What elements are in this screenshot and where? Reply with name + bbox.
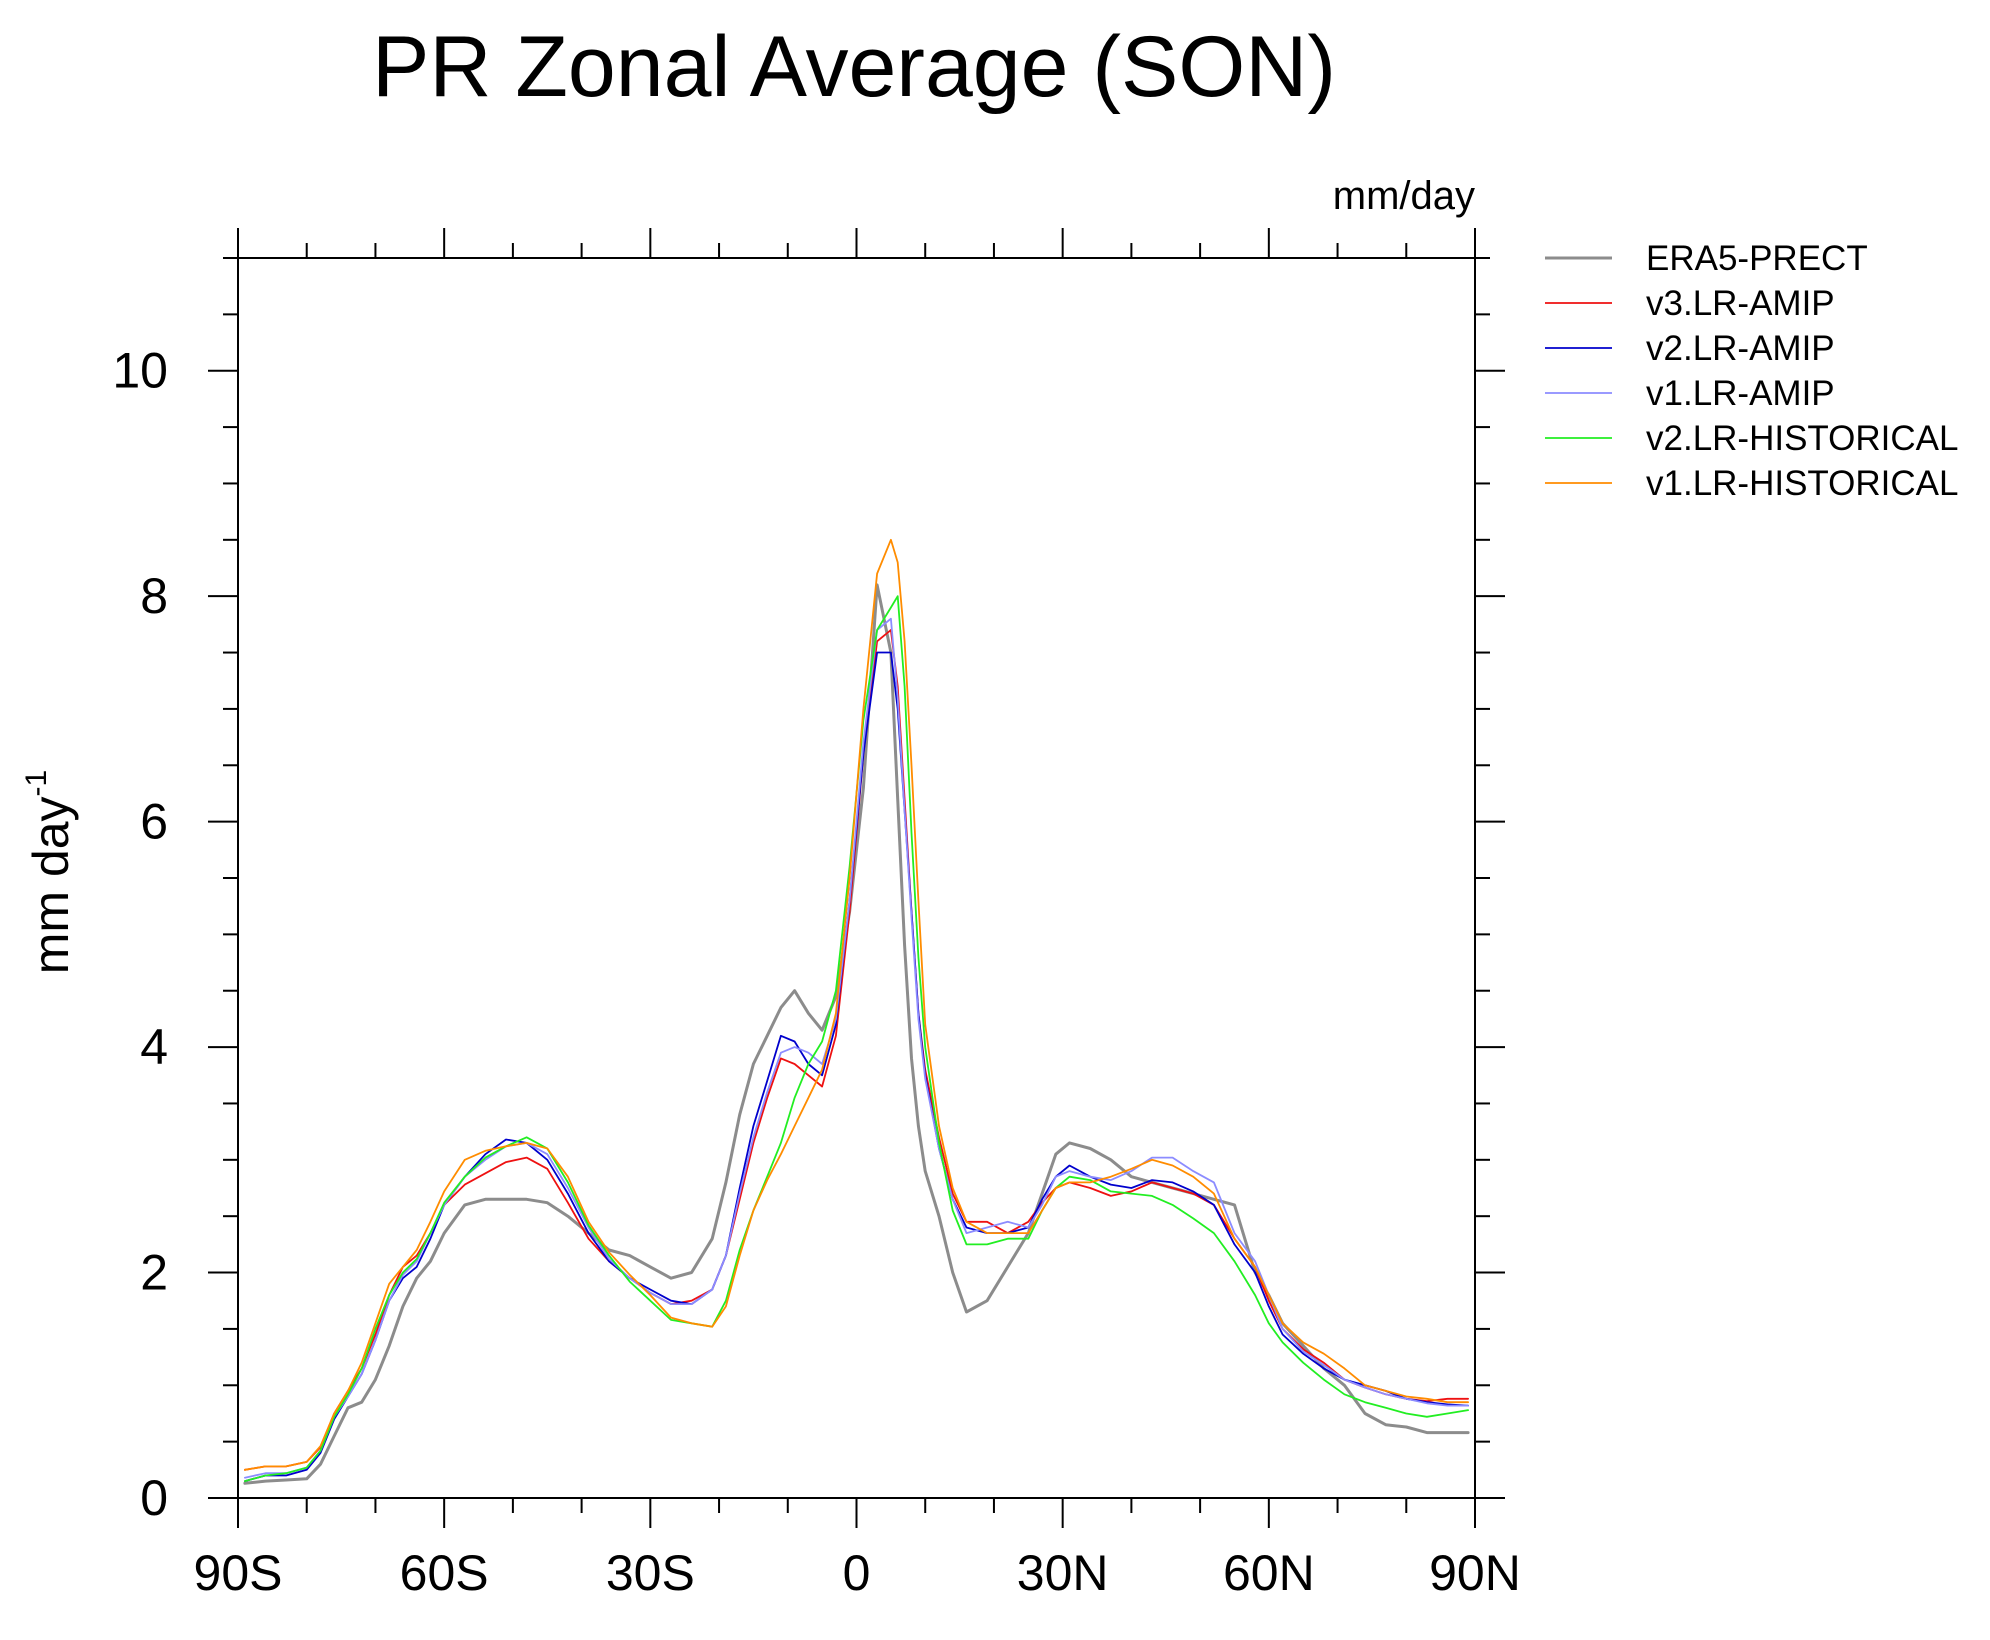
legend-label-v1-lr-historical: v1.LR-HISTORICAL [1646,464,1959,503]
x-tick-label: 30N [1017,1545,1109,1601]
x-tick-label: 0 [843,1545,871,1601]
x-tick-label: 60S [400,1545,489,1601]
x-tick-label: 60N [1223,1545,1315,1601]
y-tick-label: 8 [140,568,168,624]
series-line-v2-lr-amip [243,651,1469,1482]
x-tick-labels: 90S 60S 30S 0 30N 60N 90N [194,1545,1521,1601]
legend: ERA5-PRECT v3.LR-AMIP v2.LR-AMIP v1.LR-AMIP… [1545,239,1959,503]
y-tick-label: 10 [112,343,168,399]
major-ticks [208,228,1505,1528]
legend-label-v1-lr-amip: v1.LR-AMIP [1646,374,1835,413]
series-line-era5-prect [243,583,1470,1485]
legend-label-era5-prect: ERA5-PRECT [1646,239,1868,278]
y-axis-title: mm day-1 [20,770,79,975]
series-line-v2-lr-historical [243,595,1469,1482]
y-tick-label: 0 [140,1470,168,1526]
x-tick-label: 90S [194,1545,283,1601]
units-label: mm/day [1333,174,1475,218]
series-lines [243,538,1470,1485]
series-line-v1-lr-amip [243,617,1469,1479]
legend-label-v2-lr-amip: v2.LR-AMIP [1646,329,1835,368]
y-axis-label-superscript: -1 [20,770,53,797]
x-tick-label: 90N [1429,1545,1521,1601]
series-line-v1-lr-historical [243,538,1469,1471]
legend-label-v2-lr-historical: v2.LR-HISTORICAL [1646,419,1959,458]
x-tick-label: 30S [606,1545,695,1601]
plot-frame [237,257,1476,1499]
y-tick-label: 6 [140,794,168,850]
y-tick-label: 4 [140,1019,168,1075]
y-axis-label: mm day [23,796,79,974]
y-tick-labels: 0 2 4 6 8 10 [112,343,168,1526]
minor-ticks [223,243,1490,1513]
legend-label-v3-lr-amip: v3.LR-AMIP [1646,284,1835,323]
chart-title: PR Zonal Average (SON) [372,19,1336,115]
svg-text:mm day-1: mm day-1 [20,770,79,975]
y-tick-label: 2 [140,1245,168,1301]
